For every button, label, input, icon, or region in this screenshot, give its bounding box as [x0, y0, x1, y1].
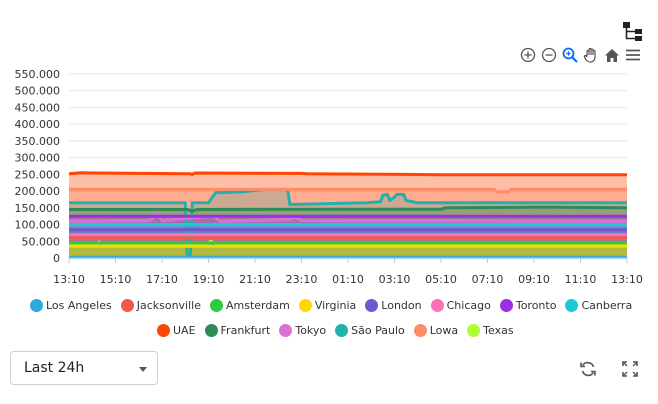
legend-marker: [467, 323, 481, 337]
chart-series-lines: [68, 171, 628, 259]
chart-toolbar: [519, 44, 642, 66]
x-tick-label: 11:10: [565, 273, 597, 286]
legend-marker: [565, 298, 579, 312]
legend-label: Canberra: [581, 298, 633, 312]
x-tick-label: 03:10: [379, 273, 411, 286]
y-tick-label: 550.000: [15, 68, 61, 81]
legend-item[interactable]: Los Angeles: [30, 298, 112, 312]
legend-item[interactable]: Frankfurt: [204, 323, 271, 337]
legend-item[interactable]: Chicago: [430, 298, 491, 312]
chart-legend: Los Angeles Jacksonville Amsterdam Virginia…: [30, 296, 640, 346]
x-tick-label: 05:10: [425, 273, 457, 286]
legend-item[interactable]: Toronto: [499, 298, 557, 312]
legend-marker: [413, 323, 427, 337]
legend-label: UAE: [173, 323, 196, 337]
legend-marker: [157, 323, 170, 337]
legend-label: Toronto: [515, 298, 557, 312]
y-tick-label: 200.000: [15, 185, 61, 198]
legend-marker: [365, 298, 379, 312]
legend-item[interactable]: UAE: [157, 323, 196, 337]
y-tick-label: 100.000: [15, 219, 61, 232]
x-tick-label: 17:10: [146, 273, 178, 286]
legend-label: Frankfurt: [220, 323, 271, 337]
time-range-value: Last 24h: [24, 360, 85, 376]
legend-label: Virginia: [314, 298, 357, 312]
legend-label: Lowa: [429, 323, 459, 337]
x-tick-label: 23:10: [286, 273, 318, 286]
legend-marker: [120, 298, 134, 312]
y-tick-label: 150.000: [15, 202, 61, 215]
y-tick-label: 450.000: [15, 101, 61, 114]
zoom-out-icon[interactable]: [540, 46, 558, 64]
legend-item[interactable]: Amsterdam: [209, 298, 290, 312]
legend-item[interactable]: Canberra: [565, 298, 633, 312]
legend-item[interactable]: São Paulo: [335, 323, 405, 337]
legend-label: Los Angeles: [46, 298, 112, 312]
legend-marker: [335, 323, 349, 337]
x-tick-label: 19:10: [193, 273, 225, 286]
legend-marker: [499, 298, 513, 312]
y-axis: 550.000 500.000 450.000 400.000 350.000 300.0…: [15, 68, 61, 265]
x-tick-label: 13:10: [53, 273, 85, 286]
legend-marker: [209, 298, 223, 312]
legend-marker: [30, 298, 43, 312]
legend-item[interactable]: Lowa: [413, 323, 459, 337]
x-tick-label: 01:10: [332, 273, 364, 286]
legend-item[interactable]: Jacksonville: [120, 298, 201, 312]
legend-label: Chicago: [446, 298, 491, 312]
legend-marker: [298, 298, 312, 312]
y-tick-label: 400.000: [15, 118, 61, 131]
x-tick-label: 15:10: [100, 273, 132, 286]
y-tick-label: 0: [53, 252, 60, 265]
legend-label: Jacksonville: [136, 298, 201, 312]
legend-label: Tokyo: [295, 323, 327, 337]
legend-row: UAE Frankfurt Tokyo São Paulo Lowa Texas: [30, 321, 640, 339]
area-chart: 550.000 500.000 450.000 400.000 350.000 300.0…: [15, 68, 643, 286]
chevron-down-icon: [139, 367, 147, 372]
legend-label: Amsterdam: [225, 298, 290, 312]
legend-marker: [204, 323, 218, 337]
legend-item[interactable]: London: [365, 298, 422, 312]
x-axis: 13:10 15:10 17:10 19:10 21:10 23:10 01:10 03:10…: [53, 257, 643, 286]
time-range-select[interactable]: Last 24h: [10, 351, 158, 385]
legend-item[interactable]: Texas: [467, 323, 514, 337]
legend-item[interactable]: Virginia: [298, 298, 357, 312]
pan-hand-icon[interactable]: [582, 46, 600, 64]
y-tick-label: 300.000: [15, 152, 61, 165]
legend-marker: [430, 298, 444, 312]
legend-row: Los Angeles Jacksonville Amsterdam Virginia…: [30, 296, 640, 314]
legend-marker: [279, 323, 293, 337]
zoom-in-icon[interactable]: [519, 46, 537, 64]
x-tick-label: 09:10: [518, 273, 550, 286]
y-tick-label: 500.000: [15, 85, 61, 98]
y-tick-label: 250.000: [15, 168, 61, 181]
legend-label: Texas: [483, 323, 514, 337]
legend-label: London: [381, 298, 422, 312]
x-tick-label: 07:10: [472, 273, 504, 286]
legend-label: São Paulo: [351, 323, 405, 337]
home-icon[interactable]: [603, 46, 621, 64]
y-tick-label: 50.000: [22, 235, 61, 248]
fullscreen-icon[interactable]: [621, 360, 639, 378]
series-line-9: [69, 205, 628, 213]
series-area-7: [69, 224, 627, 258]
x-tick-label: 13:10: [611, 273, 643, 286]
tree-structure-icon[interactable]: [622, 20, 644, 42]
series-line-12: [69, 187, 627, 194]
refresh-icon[interactable]: [579, 360, 597, 378]
x-tick-label: 21:10: [239, 273, 271, 286]
hamburger-menu-icon[interactable]: [624, 46, 642, 64]
series-line-8: [68, 171, 627, 177]
y-tick-label: 350.000: [15, 135, 61, 148]
legend-item[interactable]: Tokyo: [279, 323, 327, 337]
selection-zoom-icon[interactable]: [561, 46, 579, 64]
series-area-3: [69, 246, 627, 258]
